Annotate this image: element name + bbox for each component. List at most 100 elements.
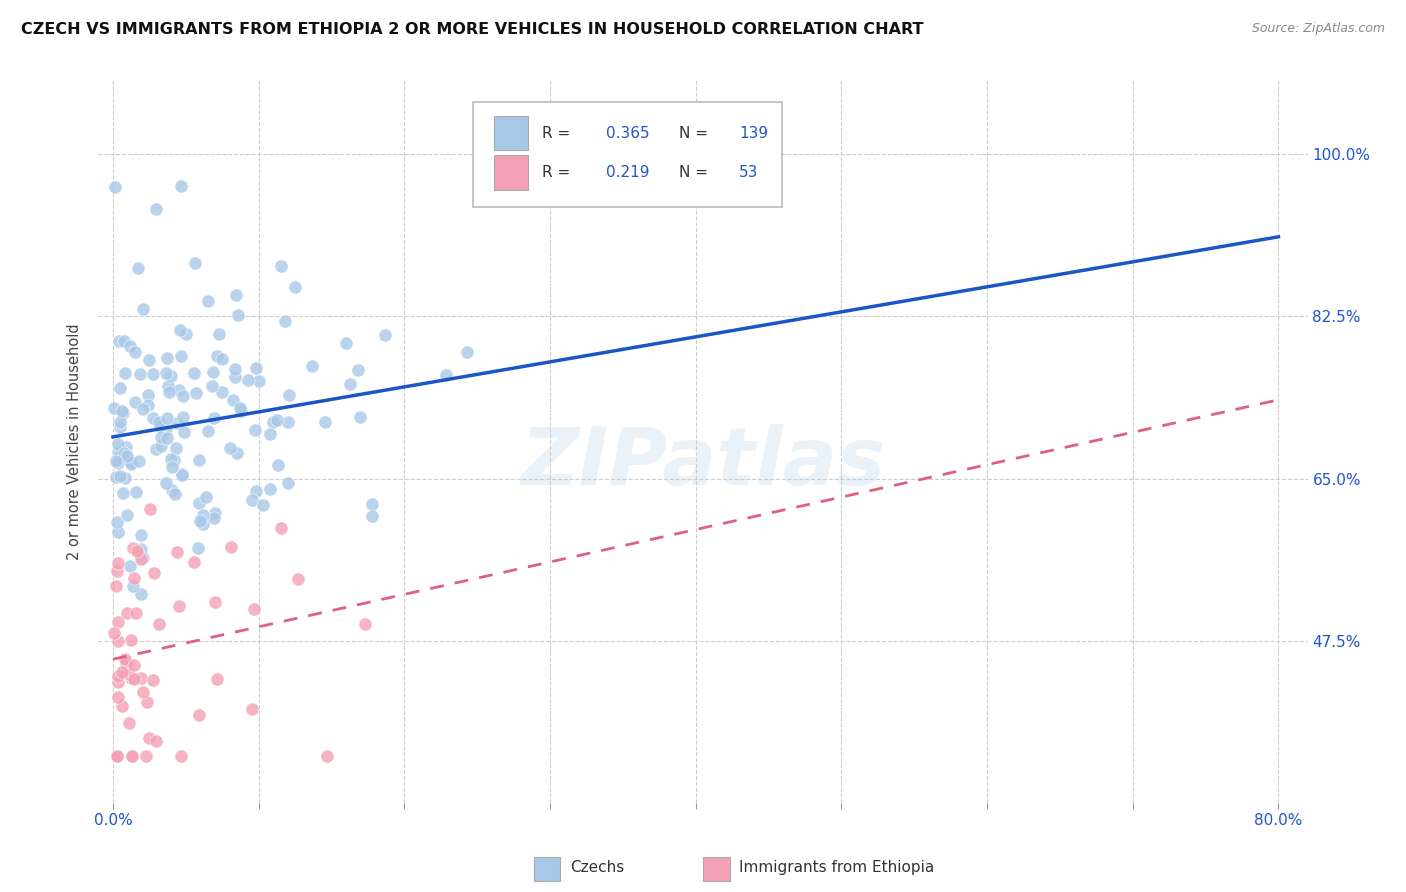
Point <box>204 595 226 609</box>
Point <box>115 508 138 523</box>
Point <box>240 492 263 507</box>
Point <box>107 669 129 683</box>
Point <box>121 541 143 556</box>
Point <box>339 376 361 391</box>
Text: 53: 53 <box>740 165 759 180</box>
Point <box>124 344 146 359</box>
Point <box>236 373 259 387</box>
Point <box>120 457 142 471</box>
Point <box>205 672 228 686</box>
Point <box>114 471 136 485</box>
Point <box>127 260 149 275</box>
Point <box>187 708 209 723</box>
Point <box>225 287 247 301</box>
Point <box>155 410 177 425</box>
Point <box>183 366 205 380</box>
Point <box>224 370 246 384</box>
Point <box>150 439 173 453</box>
Point <box>104 179 127 194</box>
Point <box>114 366 136 380</box>
Point <box>204 411 226 425</box>
Point <box>229 404 252 418</box>
Point <box>115 440 138 454</box>
Point <box>156 431 179 445</box>
Point <box>172 468 194 483</box>
Point <box>245 361 267 376</box>
Point <box>136 695 159 709</box>
Point <box>170 467 193 481</box>
Point <box>105 564 128 578</box>
Point <box>105 470 128 484</box>
Point <box>138 353 160 368</box>
Point <box>205 349 228 363</box>
Point <box>188 452 211 467</box>
Point <box>107 524 129 539</box>
FancyBboxPatch shape <box>474 102 782 207</box>
Point <box>245 483 267 498</box>
Point <box>129 542 152 557</box>
Point <box>105 749 128 764</box>
Point <box>117 715 139 730</box>
Point <box>284 280 307 294</box>
Bar <box>534 857 561 880</box>
Point <box>274 314 297 328</box>
Point <box>121 749 143 764</box>
Point <box>127 544 149 558</box>
Point <box>226 308 249 322</box>
Point <box>122 658 145 673</box>
Point <box>132 551 155 566</box>
Point <box>145 734 167 748</box>
Point <box>247 374 270 388</box>
Point <box>157 379 180 393</box>
Point <box>225 446 247 460</box>
Point <box>107 690 129 704</box>
Point <box>160 460 183 475</box>
Point <box>143 566 166 580</box>
Point <box>108 381 131 395</box>
Point <box>132 301 155 316</box>
Point <box>172 389 194 403</box>
Text: 139: 139 <box>740 126 769 141</box>
Bar <box>494 116 527 151</box>
Bar <box>703 857 730 880</box>
Point <box>111 404 134 418</box>
Point <box>349 410 371 425</box>
Point <box>148 617 170 632</box>
Point <box>165 487 187 501</box>
Point <box>120 633 142 648</box>
Point <box>207 327 229 342</box>
Point <box>120 455 142 469</box>
Point <box>124 485 146 500</box>
Point <box>139 502 162 516</box>
Point <box>155 476 177 491</box>
Point <box>120 671 142 685</box>
Point <box>138 388 160 402</box>
Point <box>188 514 211 528</box>
Point <box>107 633 129 648</box>
Point <box>107 449 129 463</box>
Point <box>202 511 225 525</box>
Point <box>162 452 184 467</box>
Point <box>108 420 131 434</box>
Point <box>167 383 190 397</box>
Point <box>360 508 382 523</box>
Point <box>107 556 129 570</box>
Point <box>354 616 377 631</box>
Point <box>131 402 153 417</box>
Point <box>204 507 226 521</box>
Point <box>118 559 141 574</box>
Point <box>277 388 299 402</box>
Point <box>173 425 195 439</box>
Point <box>166 416 188 430</box>
Point <box>219 441 242 455</box>
Point <box>197 424 219 438</box>
Point <box>103 401 125 415</box>
Point <box>121 749 143 764</box>
Point <box>105 749 128 764</box>
Point <box>104 579 127 593</box>
Point <box>170 749 193 764</box>
Point <box>107 445 129 459</box>
Point <box>142 411 165 425</box>
Point <box>229 401 252 415</box>
Point <box>224 362 246 376</box>
